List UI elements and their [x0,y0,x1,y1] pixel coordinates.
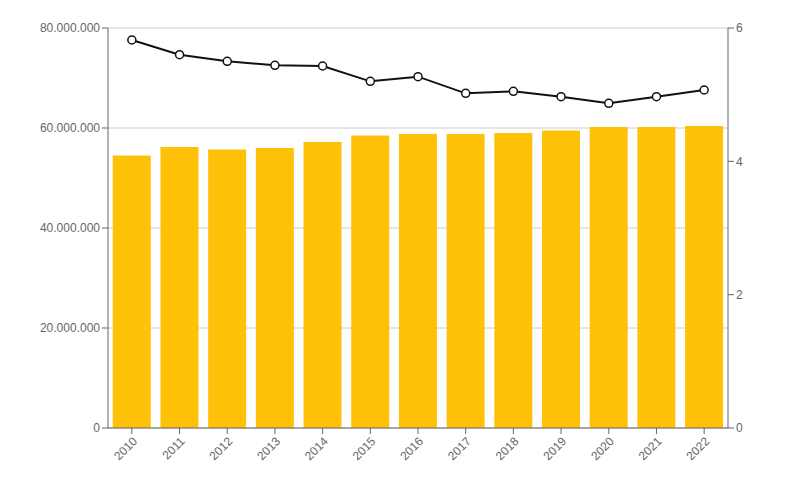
svg-text:2018: 2018 [493,434,522,463]
svg-text:2015: 2015 [350,434,379,463]
svg-text:2020: 2020 [588,434,617,463]
svg-text:60.000.000: 60.000.000 [40,121,100,135]
svg-text:2016: 2016 [397,434,426,463]
svg-text:2022: 2022 [684,434,713,463]
svg-text:80.000.000: 80.000.000 [40,21,100,35]
svg-text:2013: 2013 [254,434,283,463]
svg-text:2017: 2017 [445,434,474,463]
svg-text:0: 0 [736,421,743,435]
svg-text:2: 2 [736,288,743,302]
svg-text:2011: 2011 [160,434,188,462]
svg-text:2014: 2014 [302,434,331,463]
svg-text:20.000.000: 20.000.000 [40,321,100,335]
svg-text:2019: 2019 [540,434,569,463]
svg-text:2010: 2010 [111,434,140,463]
svg-text:2012: 2012 [207,434,236,463]
svg-text:6: 6 [736,21,743,35]
svg-text:40.000.000: 40.000.000 [40,221,100,235]
svg-text:0: 0 [93,421,100,435]
svg-text:2021: 2021 [636,434,665,463]
svg-text:4: 4 [736,155,743,169]
